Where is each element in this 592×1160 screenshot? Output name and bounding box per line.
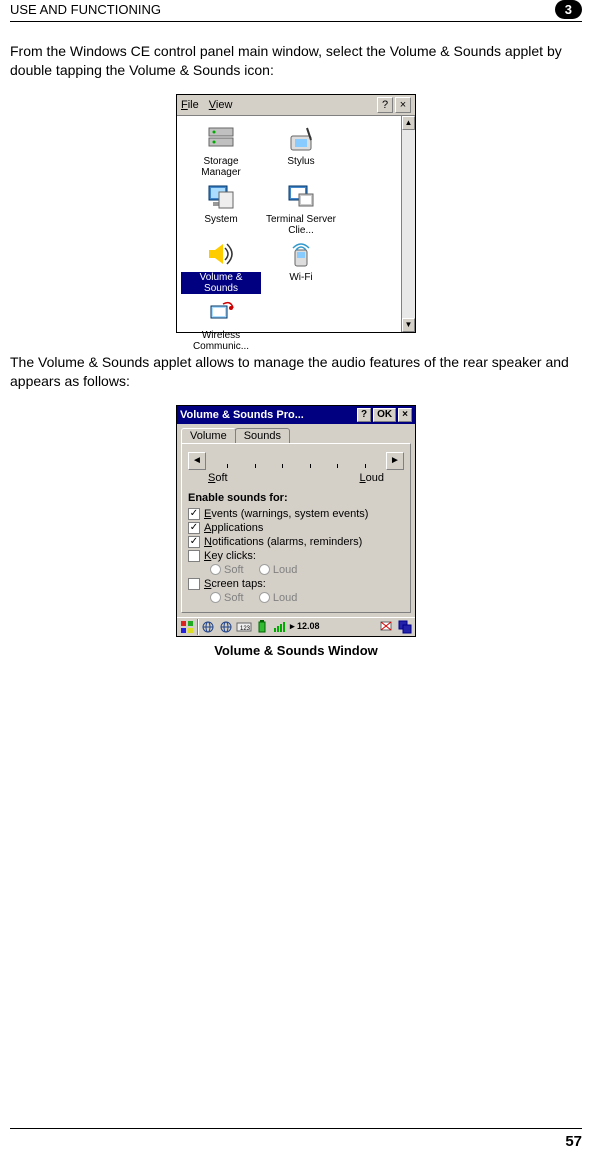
checkbox-row[interactable]: Screen taps: (188, 578, 404, 590)
checkbox-icon[interactable]: ✓ (188, 536, 200, 548)
system-icon (205, 180, 237, 212)
menu-view[interactable]: View (209, 99, 233, 111)
tab-volume[interactable]: Volume (181, 428, 236, 443)
help-button[interactable]: ? (377, 97, 393, 113)
bars-icon[interactable] (272, 619, 288, 635)
close-button[interactable]: × (395, 97, 411, 113)
applet-icon[interactable]: System (181, 180, 261, 236)
checkbox-row[interactable]: ✓ Events (warnings, system events) (188, 508, 404, 520)
battery-icon[interactable] (254, 619, 270, 635)
chapter-badge: 3 (555, 0, 582, 19)
ok-button[interactable]: OK (373, 408, 396, 422)
control-panel-menubar: File View ? × (177, 95, 415, 116)
storage-icon (205, 122, 237, 154)
header-title: USE AND FUNCTIONING (10, 2, 555, 17)
scroll-up-icon[interactable]: ▲ (402, 116, 415, 130)
globe-icon[interactable] (218, 619, 234, 635)
scroll-down-icon[interactable]: ▼ (402, 318, 415, 332)
keyboard-icon[interactable]: 123 (236, 619, 252, 635)
slider-soft-label: Soft (208, 472, 228, 484)
radio-icon[interactable] (259, 564, 270, 575)
radio-icon[interactable] (259, 592, 270, 603)
checkbox-label: Notifications (alarms, reminders) (204, 536, 362, 548)
slider-right-icon[interactable]: ► (386, 452, 404, 470)
radio-group: Soft Loud (188, 592, 404, 604)
page-footer: 57 (10, 1128, 582, 1150)
checkbox-label: Events (warnings, system events) (204, 508, 368, 520)
svg-text:123: 123 (240, 626, 251, 632)
applet-label: Volume & Sounds (181, 272, 261, 294)
wifi-icon (285, 238, 317, 270)
control-panel-icons: Storage ManagerStylus SystemTerminal Serv… (177, 116, 401, 332)
applet-label: Stylus (261, 156, 341, 167)
help-button[interactable]: ? (357, 408, 371, 422)
start-icon[interactable] (179, 619, 195, 635)
volume-sounds-window: Volume & Sounds Pro... ? OK × Volume Sou… (176, 405, 416, 637)
middle-paragraph: The Volume & Sounds applet allows to man… (10, 353, 582, 391)
page-header: USE AND FUNCTIONING 3 (10, 0, 582, 22)
taskbar-time: ▸ 12.08 (290, 621, 320, 632)
applet-label: Wi-Fi (261, 272, 341, 283)
checkbox-icon[interactable]: ✓ (188, 522, 200, 534)
figure-caption: Volume & Sounds Window (214, 643, 378, 658)
applet-label: Wireless Communic... (181, 330, 261, 352)
applet-icon[interactable]: Storage Manager (181, 122, 261, 178)
checkbox-label: Key clicks: (204, 550, 256, 562)
windows-icon[interactable] (397, 619, 413, 635)
wireless-icon (205, 296, 237, 328)
stylus-icon (285, 122, 317, 154)
enable-sounds-label: Enable sounds for: (188, 492, 404, 504)
applet-icon[interactable]: Wireless Communic... (181, 296, 261, 352)
radio-icon[interactable] (210, 564, 221, 575)
terminal-icon (285, 180, 317, 212)
taskbar: 123 ▸ 12.08 (177, 617, 415, 636)
tab-strip: Volume Sounds (177, 424, 415, 443)
applet-label: Terminal Server Clie... (261, 214, 341, 236)
checkbox-row[interactable]: ✓ Notifications (alarms, reminders) (188, 536, 404, 548)
applet-icon[interactable]: Volume & Sounds (181, 238, 261, 294)
radio-icon[interactable] (210, 592, 221, 603)
volume-icon (205, 238, 237, 270)
applet-icon[interactable]: Terminal Server Clie... (261, 180, 341, 236)
title-bar: Volume & Sounds Pro... ? OK × (177, 406, 415, 424)
checkbox-row[interactable]: Key clicks: (188, 550, 404, 562)
applet-icon[interactable]: Stylus (261, 122, 341, 178)
applet-icon[interactable]: Wi-Fi (261, 238, 341, 294)
control-panel-window: File View ? × Storage ManagerStylus Syste… (176, 94, 416, 333)
checkbox-label: Screen taps: (204, 578, 266, 590)
globe-icon[interactable] (200, 619, 216, 635)
checkbox-icon[interactable]: ✓ (188, 508, 200, 520)
tab-sounds[interactable]: Sounds (235, 428, 290, 443)
checkbox-icon[interactable] (188, 578, 200, 590)
desktop-icon[interactable] (379, 619, 395, 635)
slider-left-icon[interactable]: ◄ (188, 452, 206, 470)
radio-group: Soft Loud (188, 564, 404, 576)
slider-track[interactable] (210, 454, 382, 468)
scrollbar[interactable]: ▲ ▼ (401, 116, 415, 332)
applet-label: Storage Manager (181, 156, 261, 178)
page-number: 57 (565, 1133, 582, 1150)
checkbox-label: Applications (204, 522, 263, 534)
intro-paragraph: From the Windows CE control panel main w… (10, 42, 582, 80)
volume-slider[interactable]: ◄ ► (188, 452, 404, 470)
applet-label: System (181, 214, 261, 225)
checkbox-row[interactable]: ✓ Applications (188, 522, 404, 534)
window-title: Volume & Sounds Pro... (180, 409, 355, 421)
menu-file[interactable]: File (181, 99, 199, 111)
close-button[interactable]: × (398, 408, 412, 422)
slider-loud-label: Loud (360, 472, 384, 484)
checkbox-icon[interactable] (188, 550, 200, 562)
